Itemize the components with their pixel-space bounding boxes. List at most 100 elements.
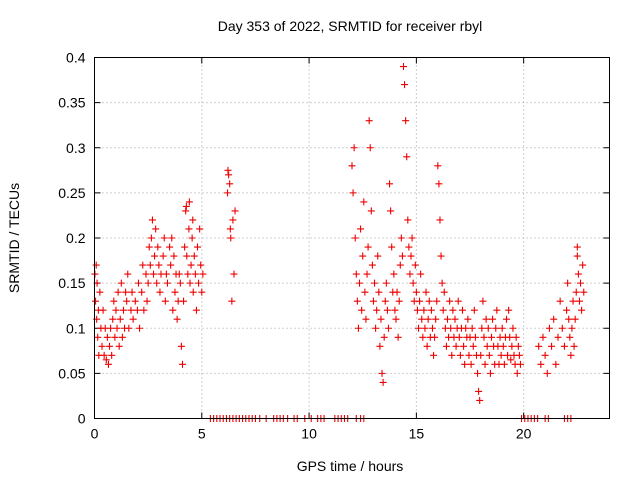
data-point (537, 360, 545, 368)
data-point (196, 225, 204, 233)
data-point (443, 315, 451, 323)
data-point (185, 225, 193, 233)
data-point (94, 333, 102, 341)
data-point (439, 306, 447, 314)
data-point (478, 324, 486, 332)
data-point (563, 306, 571, 314)
grid (94, 57, 610, 419)
data-point (180, 297, 188, 305)
x-tick-label: 20 (516, 426, 532, 442)
data-point (360, 198, 368, 206)
data-point (430, 351, 438, 359)
data-point (225, 171, 233, 179)
data-point (373, 306, 381, 314)
data-point (118, 333, 126, 341)
data-point (515, 351, 523, 359)
data-point (580, 288, 588, 296)
data-point (477, 351, 485, 359)
y-axis-label: SRMTID / TECUs (6, 183, 22, 293)
chart-title: Day 353 of 2022, SRMTID for receiver rby… (218, 18, 483, 34)
data-point (353, 297, 361, 305)
data-point (117, 279, 125, 287)
data-point (148, 216, 156, 224)
data-point (493, 306, 501, 314)
data-point (394, 333, 402, 341)
data-point (111, 333, 119, 341)
data-point (504, 351, 512, 359)
data-point (124, 270, 132, 278)
data-point (480, 333, 488, 341)
data-point (508, 342, 516, 350)
data-point (401, 81, 409, 89)
data-point (574, 270, 582, 278)
data-point (438, 279, 446, 287)
data-point (224, 189, 232, 197)
data-point (541, 351, 549, 359)
data-point (367, 207, 375, 215)
data-point (418, 315, 426, 323)
data-point (194, 243, 201, 251)
data-point (498, 324, 506, 332)
data-point (199, 270, 207, 278)
data-point (136, 324, 144, 332)
data-point (147, 234, 155, 242)
data-point (143, 297, 151, 305)
data-point (189, 288, 197, 296)
data-point (579, 261, 587, 269)
data-point (387, 207, 395, 215)
data-point (364, 243, 372, 251)
data-point (169, 306, 177, 314)
data-point (119, 306, 127, 314)
data-point (183, 252, 191, 260)
data-point (349, 189, 357, 197)
data-point (486, 369, 494, 377)
data-point (103, 333, 111, 341)
data-point (361, 288, 369, 296)
data-point (476, 396, 484, 404)
data-point (182, 202, 190, 210)
data-point (107, 324, 115, 332)
data-point (187, 261, 195, 269)
data-point (178, 360, 186, 368)
data-point (98, 342, 106, 350)
data-point (437, 252, 445, 260)
data-point (116, 315, 124, 323)
data-point (380, 333, 388, 341)
data-point (416, 297, 424, 305)
data-point (131, 297, 139, 305)
data-point (535, 342, 543, 350)
data-point (185, 198, 193, 206)
data-point (454, 297, 462, 305)
data-point (427, 306, 435, 314)
data-point (571, 315, 579, 323)
data-point (142, 270, 150, 278)
data-point (499, 342, 507, 350)
data-point (154, 243, 162, 251)
data-point (226, 225, 234, 233)
data-point (358, 306, 366, 314)
x-tick-labels: 0 5 10 15 20 (91, 426, 532, 442)
data-point (560, 342, 568, 350)
data-point (102, 356, 110, 364)
data-point (129, 315, 137, 323)
data-point (163, 279, 171, 287)
data-point (471, 333, 479, 341)
data-point (465, 351, 473, 359)
data-point (186, 279, 194, 287)
data-point (392, 315, 400, 323)
y-tick-label: 0.15 (58, 275, 85, 291)
data-point (161, 297, 169, 305)
data-point (487, 333, 495, 341)
data-point (357, 225, 365, 233)
data-point (408, 234, 416, 242)
data-point (390, 270, 398, 278)
data-point (554, 333, 562, 341)
data-point (506, 333, 514, 341)
data-point (226, 180, 234, 188)
data-point (383, 306, 391, 314)
data-point (570, 342, 578, 350)
data-point (483, 342, 491, 350)
data-point (384, 324, 392, 332)
